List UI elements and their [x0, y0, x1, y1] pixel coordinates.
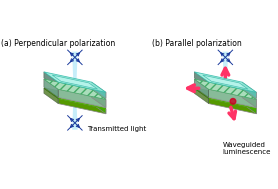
Polygon shape: [194, 88, 209, 104]
Polygon shape: [242, 82, 256, 98]
Text: (b) Parallel polarization: (b) Parallel polarization: [152, 39, 242, 48]
Polygon shape: [194, 79, 209, 98]
Polygon shape: [44, 88, 106, 109]
Polygon shape: [194, 79, 256, 99]
Polygon shape: [209, 82, 256, 98]
Polygon shape: [203, 75, 248, 89]
Polygon shape: [242, 89, 256, 108]
Polygon shape: [58, 89, 106, 108]
Polygon shape: [58, 98, 106, 114]
Polygon shape: [194, 72, 256, 92]
Polygon shape: [44, 87, 106, 108]
Polygon shape: [242, 98, 256, 114]
Polygon shape: [44, 72, 58, 88]
Polygon shape: [91, 89, 106, 108]
Polygon shape: [194, 88, 256, 109]
Polygon shape: [44, 72, 106, 92]
Polygon shape: [44, 79, 58, 98]
Polygon shape: [223, 52, 228, 80]
Polygon shape: [91, 82, 106, 98]
Polygon shape: [91, 98, 106, 114]
Circle shape: [230, 98, 236, 104]
Polygon shape: [44, 79, 106, 99]
Text: Waveguided
luminescence: Waveguided luminescence: [222, 142, 271, 155]
Polygon shape: [44, 88, 58, 104]
Polygon shape: [72, 52, 78, 80]
Polygon shape: [194, 72, 209, 88]
Text: Transmitted light: Transmitted light: [87, 126, 147, 132]
Polygon shape: [209, 98, 256, 114]
Polygon shape: [194, 87, 256, 108]
Polygon shape: [52, 75, 98, 89]
Text: (a) Perpendicular polarization: (a) Perpendicular polarization: [1, 39, 116, 48]
Polygon shape: [58, 82, 106, 98]
Polygon shape: [209, 89, 256, 108]
Polygon shape: [72, 104, 78, 130]
